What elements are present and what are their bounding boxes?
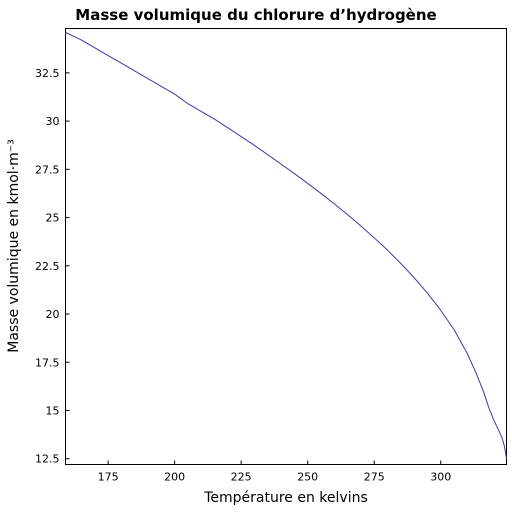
- y-tick-label-30: 30: [46, 115, 60, 128]
- x-tick-label-250: 250: [297, 471, 318, 484]
- y-tick-label-15: 15: [46, 404, 60, 417]
- series-layer: [65, 31, 507, 459]
- y-tick-label-27-5: 27.5: [35, 163, 60, 176]
- x-axis-label: Température en kelvins: [203, 490, 368, 506]
- y-axis: 12.5 15 17.5 20 22.5 25 27.5 30 32.5: [35, 67, 70, 466]
- y-tick-label-12-5: 12.5: [35, 453, 60, 466]
- y-tick-label-20: 20: [46, 308, 60, 321]
- y-tick-label-32-5: 32.5: [35, 67, 60, 80]
- x-tick-label-175: 175: [98, 471, 119, 484]
- y-tick-label-17-5: 17.5: [35, 356, 60, 369]
- x-tick-label-300: 300: [430, 471, 451, 484]
- x-tick-label-275: 275: [364, 471, 385, 484]
- x-axis: 175 200 225 250 275 300: [98, 460, 451, 484]
- chart-title: Masse volumique du chlorure d’hydrogène: [75, 6, 436, 24]
- y-tick-label-25: 25: [46, 212, 60, 225]
- x-tick-label-200: 200: [164, 471, 185, 484]
- x-tick-label-225: 225: [231, 471, 252, 484]
- y-axis-label: Masse volumique en kmol·m⁻³: [6, 139, 22, 353]
- series-line-0: [65, 31, 507, 459]
- plot-area: [65, 28, 507, 465]
- y-tick-label-22-5: 22.5: [35, 260, 60, 273]
